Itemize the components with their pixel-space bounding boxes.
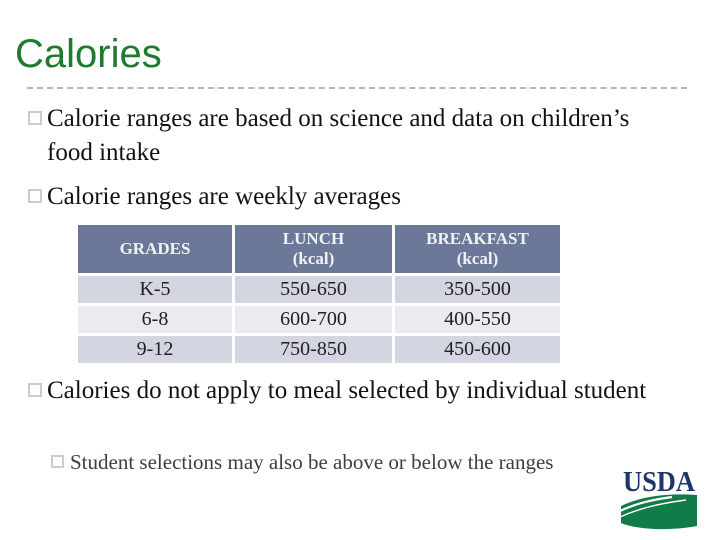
title-divider <box>27 87 687 89</box>
square-bullet-icon <box>28 189 42 203</box>
cell-grades: 6-8 <box>78 306 235 336</box>
cell-lunch: 600-700 <box>235 306 395 336</box>
square-bullet-icon <box>28 111 42 125</box>
cell-breakfast: 350-500 <box>395 276 560 306</box>
column-header-breakfast: BREAKFAST (kcal) <box>395 225 560 276</box>
header-label: GRADES <box>119 239 191 258</box>
list-item: Calorie ranges are based on science and … <box>28 102 647 170</box>
header-label: LUNCH <box>282 229 345 248</box>
bullet-list-top: Calorie ranges are based on science and … <box>28 102 647 224</box>
calorie-ranges-table: GRADES LUNCH (kcal) BREAKFAST (kcal) K-5… <box>78 225 560 366</box>
page-title: Calories <box>15 32 162 76</box>
header-label: BREAKFAST <box>426 229 529 248</box>
usda-swoosh-line <box>620 495 673 512</box>
square-bullet-icon <box>28 383 42 397</box>
cell-lunch: 550-650 <box>235 276 395 306</box>
usda-logo: USDA <box>620 466 697 530</box>
header-unit: (kcal) <box>292 249 335 268</box>
bullet-text: Calorie ranges are based on science and … <box>47 105 630 166</box>
list-item: Calories do not apply to meal selected b… <box>28 374 646 408</box>
list-item: Calorie ranges are weekly averages <box>28 180 647 214</box>
sub-bullet-item: Student selections may also be above or … <box>51 449 553 475</box>
cell-grades: K-5 <box>78 276 235 306</box>
header-unit: (kcal) <box>456 249 499 268</box>
cell-lunch: 750-850 <box>235 336 395 366</box>
cell-breakfast: 450-600 <box>395 336 560 366</box>
table-row: 6-8 600-700 400-550 <box>78 306 560 336</box>
bullet-text: Calorie ranges are weekly averages <box>47 183 401 210</box>
column-header-lunch: LUNCH (kcal) <box>235 225 395 276</box>
table-header-row: GRADES LUNCH (kcal) BREAKFAST (kcal) <box>78 225 560 276</box>
cell-breakfast: 400-550 <box>395 306 560 336</box>
bullet-text: Calories do not apply to meal selected b… <box>47 377 647 404</box>
usda-logo-text: USDA <box>623 466 695 498</box>
cell-grades: 9-12 <box>78 336 235 366</box>
square-bullet-icon <box>51 455 64 468</box>
table-row: K-5 550-650 350-500 <box>78 276 560 306</box>
usda-swoosh-line <box>620 499 687 518</box>
bullet-list-bottom: Calories do not apply to meal selected b… <box>28 374 646 418</box>
table-row: 9-12 750-850 450-600 <box>78 336 560 366</box>
column-header-grades: GRADES <box>78 225 235 276</box>
sub-bullet-text: Student selections may also be above or … <box>70 450 554 474</box>
